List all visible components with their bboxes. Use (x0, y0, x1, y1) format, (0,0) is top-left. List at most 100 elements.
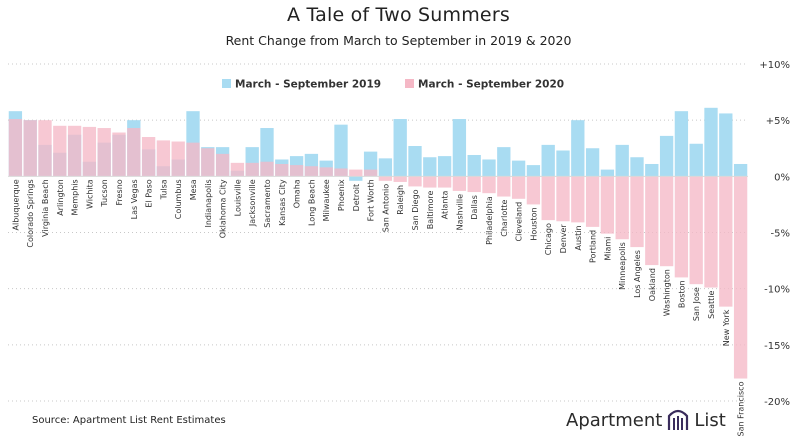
bar-2019 (719, 113, 733, 177)
bar-2020 (275, 163, 289, 177)
x-tick-label: Washington (663, 269, 672, 316)
x-tick-label: Philadelphia (485, 196, 494, 245)
x-tick-label: Dallas (470, 195, 479, 220)
bar-2020 (334, 168, 348, 177)
bar-2019 (585, 148, 600, 177)
bar-2020 (53, 125, 67, 177)
bar-2019 (482, 159, 496, 177)
x-tick-label: Tulsa (159, 179, 168, 200)
bar-2020 (82, 126, 97, 177)
x-tick-label: Columbus (174, 179, 183, 219)
bar-2020 (97, 128, 111, 177)
x-tick-label: Oklahoma City (219, 179, 228, 238)
bar-2020 (171, 141, 185, 177)
bar-2019 (615, 144, 629, 177)
bar-2019 (556, 150, 570, 177)
legend-label-2019: March - September 2019 (235, 79, 381, 91)
legend-swatch-2020 (405, 79, 414, 88)
x-tick-label: Austin (574, 225, 583, 250)
x-tick-label: Fort Worth (367, 179, 376, 221)
x-tick-label: Indianapolis (204, 179, 213, 227)
bar-2020 (630, 176, 644, 248)
x-tick-label: Wichita (85, 179, 94, 209)
x-tick-label: San Diego (411, 189, 420, 230)
bar-2020 (467, 176, 481, 193)
x-tick-label: San Jose (692, 287, 701, 321)
legend-label-2020: March - September 2020 (418, 79, 564, 91)
bar-2019 (674, 111, 689, 177)
y-tick-label: -20% (764, 397, 790, 408)
building-icon (668, 409, 689, 430)
x-tick-label: Denver (559, 224, 568, 254)
source-note: Source: Apartment List Rent Estimates (32, 415, 226, 426)
bar-2020 (378, 176, 393, 181)
x-tick-label: New York (722, 309, 731, 346)
bar-2020 (38, 120, 52, 177)
bar-2020 (112, 132, 126, 177)
x-tick-label: Nashville (455, 194, 464, 231)
legend-swatch-2019 (222, 79, 231, 88)
bar-2020 (67, 125, 82, 177)
bar-2020 (674, 176, 689, 278)
bar-2020 (437, 176, 452, 188)
bar-2019 (334, 124, 348, 177)
chart-subtitle: Rent Change from March to September in 2… (225, 33, 572, 48)
bar-2020 (526, 176, 541, 205)
y-tick-label: -5% (771, 229, 790, 240)
bar-2019 (571, 120, 585, 177)
bar-2019 (511, 160, 526, 177)
x-tick-label: Boston (677, 280, 686, 308)
bar-2020 (704, 176, 718, 288)
bar-2020 (393, 176, 407, 182)
bar-2020 (733, 176, 748, 379)
bar-2019 (437, 156, 452, 177)
bar-2020 (497, 176, 511, 197)
x-tick-label: Mesa (189, 179, 198, 200)
bar-2020 (186, 142, 200, 177)
x-tick-label: Detroit (352, 184, 361, 212)
x-tick-label: Fresno (115, 179, 124, 205)
bar-2020 (585, 176, 600, 227)
bar-2020 (452, 176, 467, 191)
bar-2019 (349, 176, 363, 181)
bar-2020 (482, 176, 496, 194)
x-tick-label: Oakland (648, 268, 657, 301)
bar-2020 (215, 153, 230, 177)
x-tick-label: Virginia Beach (41, 179, 50, 237)
bar-2019 (497, 147, 511, 177)
x-tick-label: El Paso (145, 179, 154, 207)
bar-2019 (393, 119, 407, 177)
x-axis-labels: Albuquerque Colorado Springs Virginia Beac… (11, 179, 745, 436)
x-tick-label: Sacramento (263, 179, 272, 227)
bar-2020 (156, 140, 171, 177)
bar-2019 (689, 143, 703, 177)
bar-2020 (304, 166, 319, 177)
bar-2019 (645, 163, 659, 177)
x-tick-label: Baltimore (426, 190, 435, 229)
brand-suffix: List (694, 409, 726, 431)
x-tick-label: Arlington (56, 179, 65, 215)
y-tick-label: +5% (766, 116, 790, 127)
bar-2020 (511, 176, 526, 199)
bar-2020 (719, 176, 733, 307)
bar-2019 (378, 158, 393, 177)
bar-2020 (615, 176, 629, 240)
bar-2019 (630, 157, 644, 177)
x-tick-label: Las Vegas (130, 179, 139, 219)
x-tick-label: Memphis (71, 179, 80, 215)
bar-2019 (541, 144, 555, 177)
y-tick-label: 0% (774, 172, 790, 183)
bar-2020 (319, 167, 333, 177)
bar-2019 (452, 119, 467, 177)
bar-2020 (8, 119, 23, 177)
bar-2019 (704, 107, 718, 177)
x-tick-label: Omaha (293, 179, 302, 208)
brand-logo: Apartment List (566, 406, 726, 434)
bar-2020 (245, 162, 259, 177)
x-tick-label: Raleigh (396, 185, 405, 215)
y-tick-label: +10% (759, 60, 790, 71)
bar-2020 (230, 162, 245, 177)
x-tick-label: Colorado Springs (26, 179, 35, 247)
x-tick-label: Kansas City (278, 179, 287, 226)
bar-2020 (689, 176, 703, 285)
